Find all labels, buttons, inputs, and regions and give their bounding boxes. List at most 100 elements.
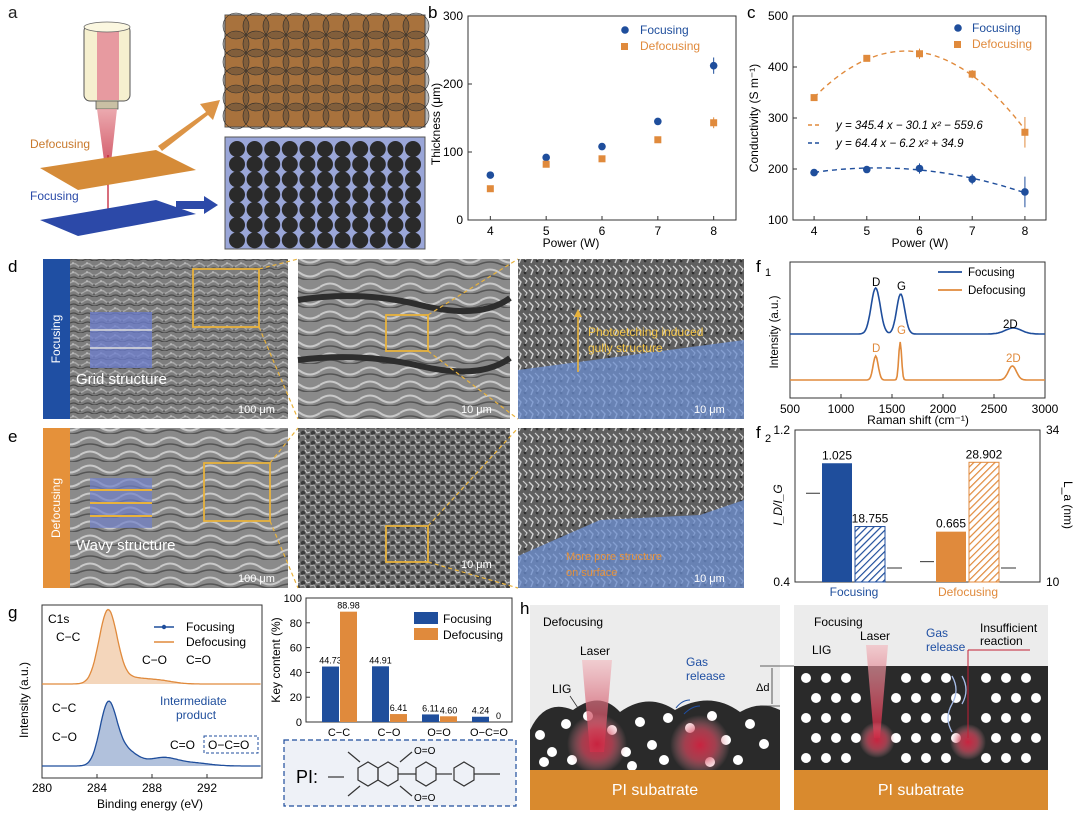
legend-b-defocusing-marker [621, 43, 628, 50]
focus-spot [246, 201, 263, 218]
focus-spot [352, 171, 369, 188]
gully-annotation-1: Photoetching induced [588, 325, 703, 339]
structure-label-wavy: Wavy structure [76, 537, 175, 554]
chart-f2-bar-la [854, 526, 886, 583]
focus-spot [369, 141, 386, 157]
focus-spot [405, 141, 421, 157]
focus-spot [387, 201, 404, 218]
lig-pore [647, 740, 657, 750]
label-cc-top: C−C [56, 630, 81, 644]
chart-f1-xtick-label: 3000 [1032, 402, 1059, 416]
focus-spot [246, 141, 263, 157]
chart-c-point-defocusing [1021, 128, 1029, 136]
chart-f2-label-idig: 0.665 [936, 517, 966, 531]
focus-spot [299, 232, 316, 249]
focus-spot [334, 156, 351, 173]
panel-b: b 4 5 6 7 8 0 100 200 300 Thickness (μm) Power (… [428, 3, 737, 250]
chart-b-ytick-label: 0 [456, 213, 463, 227]
chart-g2-value-label: 6.11 [422, 703, 439, 713]
defocusing-label: Defocusing [30, 137, 90, 151]
chart-c-xtick-label: 5 [863, 224, 870, 238]
focus-spot [405, 201, 421, 218]
chart-g-xtick-label: 292 [197, 781, 217, 795]
panel-c: c 4 5 6 7 8 100 200 300 400 500 Conductivity (S m… [747, 3, 1047, 250]
focusing-label: Focusing [30, 189, 79, 203]
legend-c-defocusing: Defocusing [972, 37, 1032, 51]
chart-f2-ytick-left: 1.2 [773, 423, 790, 437]
lig-pore [627, 761, 637, 771]
pi-substrate-right [794, 770, 1048, 810]
chart-b-ytick-label: 200 [443, 77, 463, 91]
chart-g2-value-label: 4.24 [472, 706, 490, 716]
focus-spot [246, 186, 263, 203]
lig-pore [1021, 713, 1031, 723]
pore-annotation-1: More pore structure [566, 551, 662, 563]
chart-f2-category: Defocusing [938, 585, 998, 599]
focusing-arrow [176, 196, 218, 214]
chart-b-ytick-label: 300 [443, 9, 463, 23]
chart-f2-bar-idig [936, 531, 966, 582]
focus-spot [369, 186, 386, 203]
pi-label: PI: [296, 767, 318, 787]
chart-g-xtick-label: 288 [142, 781, 162, 795]
chart-g2-value-label: 44.91 [369, 655, 392, 665]
legend-f1-defocusing: Defocusing [968, 285, 1026, 297]
focus-spot [281, 217, 298, 233]
focus-spot [334, 171, 351, 188]
legend-b-defocusing: Defocusing [640, 39, 700, 53]
lig-pore [981, 673, 991, 683]
lig-pore [921, 673, 931, 683]
focus-spot [299, 186, 316, 203]
chart-g2-bar-focusing [472, 716, 489, 722]
chart-b-xtick-label: 6 [599, 224, 606, 238]
chart-f1-xtick-label: 500 [780, 402, 800, 416]
lig-pore [1001, 753, 1011, 763]
structure-label-grid: Grid structure [76, 371, 167, 388]
grid-overlay [90, 312, 152, 368]
focus-spot [264, 232, 281, 249]
legend-g-defocusing: Defocusing [186, 635, 246, 649]
chart-g2-ytick-label: 100 [284, 593, 302, 605]
lig-pore [841, 673, 851, 683]
insufficient-label-1: Insufficient [980, 621, 1038, 635]
focus-spot [352, 156, 369, 173]
focus-spot [317, 141, 333, 157]
chart-g2-value-label: 88.98 [337, 601, 360, 611]
focus-spot [299, 201, 316, 218]
focus-spot [299, 141, 316, 157]
focus-spot [369, 201, 386, 218]
peak-g-focusing: G [897, 281, 906, 293]
chart-g2-category: O=O [427, 727, 451, 739]
chart-g2-ytick-label: 60 [290, 643, 302, 655]
chart-c-conductivity: 4 5 6 7 8 100 200 300 400 500 [768, 9, 1047, 238]
substrate-highlight-d [518, 340, 744, 419]
focus-spot [334, 186, 351, 203]
chart-c-point-defocusing [968, 70, 976, 78]
chart-b-xtick-label: 8 [710, 224, 717, 238]
peak-g-defocusing: G [897, 325, 906, 337]
chart-g2-value-label: 44.73 [319, 656, 342, 666]
focus-spot [405, 156, 421, 173]
label-c1s: C1s [48, 612, 69, 626]
chart-g2-frame [305, 597, 513, 723]
legend-g-focusing: Focusing [186, 620, 235, 634]
focus-spot [387, 141, 404, 157]
lig-pore [931, 733, 941, 743]
xps-fill-focusing [42, 701, 262, 766]
focusing-plate [40, 200, 196, 236]
focus-spot [369, 232, 386, 249]
defocus-spot [222, 102, 250, 130]
equation-defocusing: y = 345.4 x − 30.1 x² − 559.6 [835, 120, 983, 132]
focus-spot [334, 141, 351, 157]
chart-f2-ytick-right: 34 [1046, 423, 1060, 437]
chart-b-ytick-label: 100 [443, 145, 463, 159]
scalebar-d1: 100 μm [238, 404, 275, 416]
focus-spot [405, 217, 421, 233]
defocus-spot [262, 102, 290, 130]
focus-spot [229, 171, 245, 188]
defocusing-plate [40, 150, 196, 190]
panel-letter-d: d [8, 257, 17, 276]
chart-b-point-defocusing [542, 160, 550, 168]
legend-g2-defocusing: Defocusing [443, 628, 503, 642]
pore-annotation-2: on surface [566, 567, 617, 579]
